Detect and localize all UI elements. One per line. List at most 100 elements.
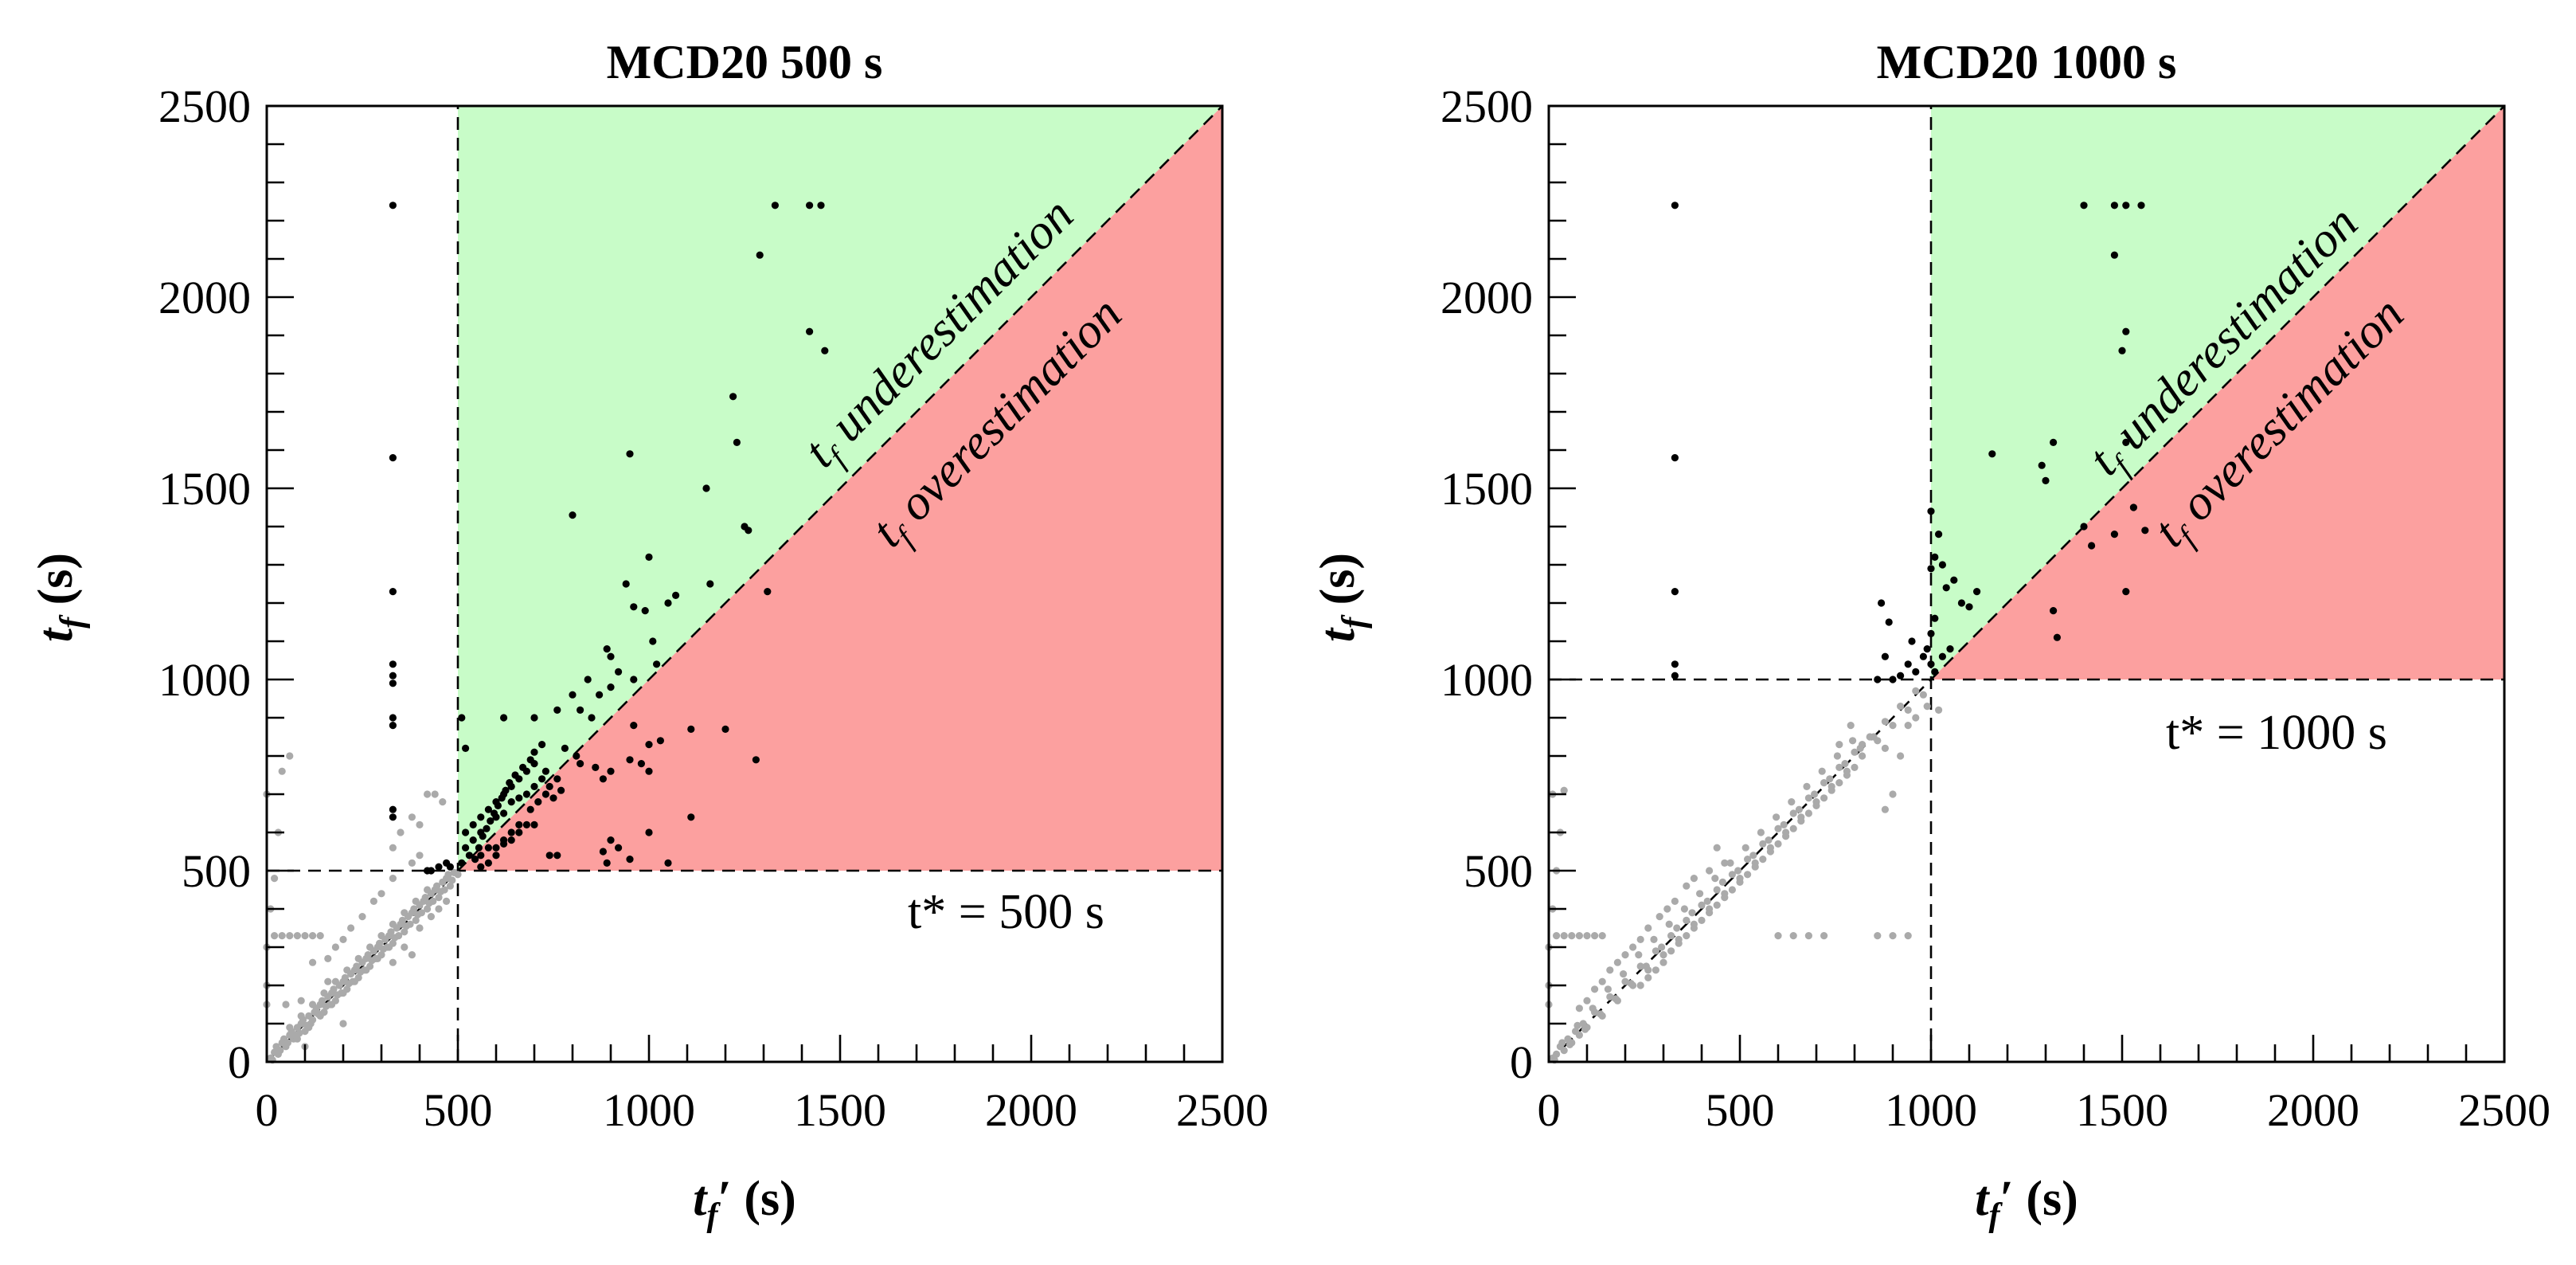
data-point xyxy=(1988,450,1996,458)
data-point xyxy=(278,932,286,940)
data-point xyxy=(1726,859,1734,867)
data-point xyxy=(286,1024,294,1032)
data-point xyxy=(1675,939,1683,947)
data-point xyxy=(1706,867,1714,875)
data-point xyxy=(1818,767,1826,775)
data-point xyxy=(645,828,653,836)
data-point xyxy=(656,737,665,745)
data-point xyxy=(1721,894,1729,902)
data-point xyxy=(645,741,653,749)
data-point xyxy=(1655,913,1663,921)
data-point xyxy=(764,588,772,596)
data-point xyxy=(1804,932,1812,940)
data-point xyxy=(1889,790,1897,798)
data-point xyxy=(389,844,397,852)
data-point xyxy=(1803,782,1811,791)
data-point xyxy=(421,894,429,902)
data-point xyxy=(1881,805,1889,813)
data-point xyxy=(1881,718,1889,726)
data-point xyxy=(645,767,653,775)
data-point xyxy=(1553,1050,1561,1058)
data-point xyxy=(471,856,479,864)
data-point xyxy=(1671,454,1679,462)
data-point xyxy=(664,859,672,867)
data-point xyxy=(1736,878,1744,886)
data-point xyxy=(320,989,328,997)
data-point xyxy=(440,886,448,894)
data-point xyxy=(377,890,385,898)
data-point xyxy=(573,752,580,760)
data-point xyxy=(1696,890,1704,898)
data-point xyxy=(1558,1039,1566,1047)
data-point xyxy=(1671,672,1679,679)
data-point xyxy=(1897,703,1905,711)
data-point xyxy=(373,954,381,962)
data-point xyxy=(316,932,324,940)
chart-2-title: MCD20 1000 s xyxy=(1877,36,2177,88)
data-point xyxy=(462,828,470,836)
data-point xyxy=(626,756,634,764)
data-point xyxy=(401,943,408,951)
data-point xyxy=(1612,995,1620,1003)
data-point xyxy=(1938,561,1946,569)
data-point xyxy=(729,393,737,401)
data-point xyxy=(389,660,397,668)
data-point xyxy=(469,820,477,828)
data-point xyxy=(553,852,561,860)
data-point xyxy=(1749,852,1757,860)
data-point xyxy=(444,871,452,879)
chart-1-threshold-lines xyxy=(266,105,1223,1063)
data-point xyxy=(389,958,397,966)
y-tick-label: 1500 xyxy=(1440,463,1533,515)
data-point xyxy=(626,856,634,864)
data-point xyxy=(424,790,432,798)
data-point xyxy=(1573,1021,1581,1029)
data-point xyxy=(491,809,498,817)
data-point xyxy=(1938,652,1946,660)
y-tick-label: 0 xyxy=(228,1036,251,1088)
data-point xyxy=(443,897,451,905)
data-point xyxy=(353,962,361,970)
data-point xyxy=(498,794,506,802)
data-point xyxy=(1889,676,1897,683)
x-tick-label: 2000 xyxy=(2267,1084,2359,1136)
data-point xyxy=(1927,565,1935,573)
data-point xyxy=(316,1012,324,1020)
data-point xyxy=(1957,599,1965,607)
data-point xyxy=(454,871,462,879)
data-point xyxy=(607,836,615,844)
data-point xyxy=(500,809,508,817)
data-point xyxy=(1765,836,1773,844)
data-point xyxy=(389,588,397,596)
data-point xyxy=(1965,603,1973,611)
data-point xyxy=(305,1024,313,1032)
data-point xyxy=(1621,977,1629,985)
chart-1-xlabel: tf′ (s) xyxy=(693,1172,796,1234)
data-point xyxy=(1766,848,1774,856)
data-point xyxy=(424,886,432,894)
data-point xyxy=(817,202,825,210)
data-point xyxy=(1713,901,1721,909)
data-point xyxy=(1841,760,1849,768)
data-point xyxy=(599,848,608,856)
data-point xyxy=(477,852,485,860)
chart-2-frame xyxy=(1547,104,2506,1063)
data-point xyxy=(2110,202,2118,210)
y-tick-label: 1000 xyxy=(1440,654,1533,706)
data-point xyxy=(389,722,397,730)
data-point xyxy=(1788,798,1796,806)
data-point xyxy=(1859,752,1867,760)
data-point xyxy=(534,798,542,806)
data-point xyxy=(645,553,653,562)
data-point xyxy=(1734,867,1742,875)
data-point xyxy=(596,691,604,699)
data-point xyxy=(406,920,414,928)
data-point xyxy=(2088,542,2096,550)
data-point xyxy=(2122,327,2130,335)
data-point xyxy=(626,450,634,458)
data-point xyxy=(1797,817,1805,825)
chart-1-frame xyxy=(265,104,1224,1063)
data-point xyxy=(494,801,502,810)
data-point xyxy=(526,756,534,764)
y-tick-label: 2500 xyxy=(158,80,251,132)
